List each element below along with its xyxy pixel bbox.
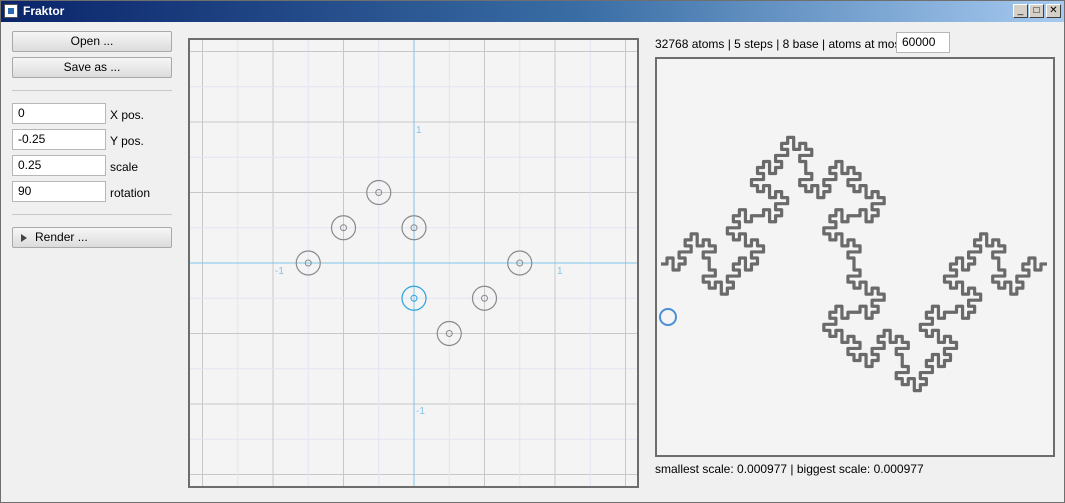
atom-handle[interactable] (436, 320, 462, 347)
window-title: Fraktor (23, 4, 65, 18)
atom-handle-selected[interactable] (401, 285, 427, 311)
rotation-label: rotation (110, 186, 151, 200)
fractal-preview[interactable] (655, 57, 1055, 457)
x-pos-label: 1 (557, 266, 563, 277)
atom-handles[interactable] (295, 179, 533, 347)
sidebar-divider (12, 90, 172, 91)
atom-handle[interactable] (401, 215, 427, 241)
editor-grid[interactable]: -1 1 1 -1 (190, 40, 637, 486)
title-bar[interactable]: Fraktor _ □ ✕ (1, 1, 1064, 22)
app-icon (4, 4, 18, 18)
open-button[interactable]: Open ... (12, 31, 172, 52)
y-pos-label: 1 (416, 125, 422, 136)
scale-label: scale (110, 160, 139, 174)
atom-editor-canvas[interactable]: -1 1 1 -1 (188, 38, 639, 488)
atom-handle[interactable] (366, 179, 392, 206)
expand-arrow-icon (21, 234, 27, 242)
y-pos-input[interactable]: -0.25 (12, 129, 106, 150)
x-neg-label: -1 (275, 266, 284, 277)
fractal-path (661, 135, 1047, 393)
save-as-button[interactable]: Save as ... (12, 57, 172, 78)
minimize-button[interactable]: _ (1013, 4, 1028, 18)
fractal-drawing (659, 135, 1047, 393)
maximize-button[interactable]: □ (1029, 4, 1044, 18)
client-area: Open ... Save as ... 0 X pos. -0.25 Y po… (1, 23, 1064, 502)
y-neg-label: -1 (416, 406, 425, 417)
x-pos-label: X pos. (110, 108, 145, 122)
atom-handle[interactable] (507, 250, 533, 276)
scale-info: smallest scale: 0.000977 | biggest scale… (655, 462, 924, 476)
x-pos-input[interactable]: 0 (12, 103, 106, 124)
atom-handle[interactable] (295, 250, 321, 276)
rotation-input[interactable]: 90 (12, 181, 106, 202)
close-button[interactable]: ✕ (1046, 4, 1061, 18)
scale-input[interactable]: 0.25 (12, 155, 106, 176)
origin-marker[interactable] (659, 308, 677, 326)
y-pos-label: Y pos. (110, 134, 144, 148)
atom-handle[interactable] (330, 215, 357, 241)
atom-handle[interactable] (471, 285, 498, 311)
atoms-info: 32768 atoms | 5 steps | 8 base | atoms a… (655, 37, 908, 51)
render-button[interactable]: Render ... (12, 227, 172, 248)
atoms-max-input[interactable]: 60000 (896, 32, 950, 53)
fractal-curve (661, 135, 1047, 393)
render-label: Render ... (35, 230, 88, 244)
sidebar-divider (12, 214, 172, 215)
